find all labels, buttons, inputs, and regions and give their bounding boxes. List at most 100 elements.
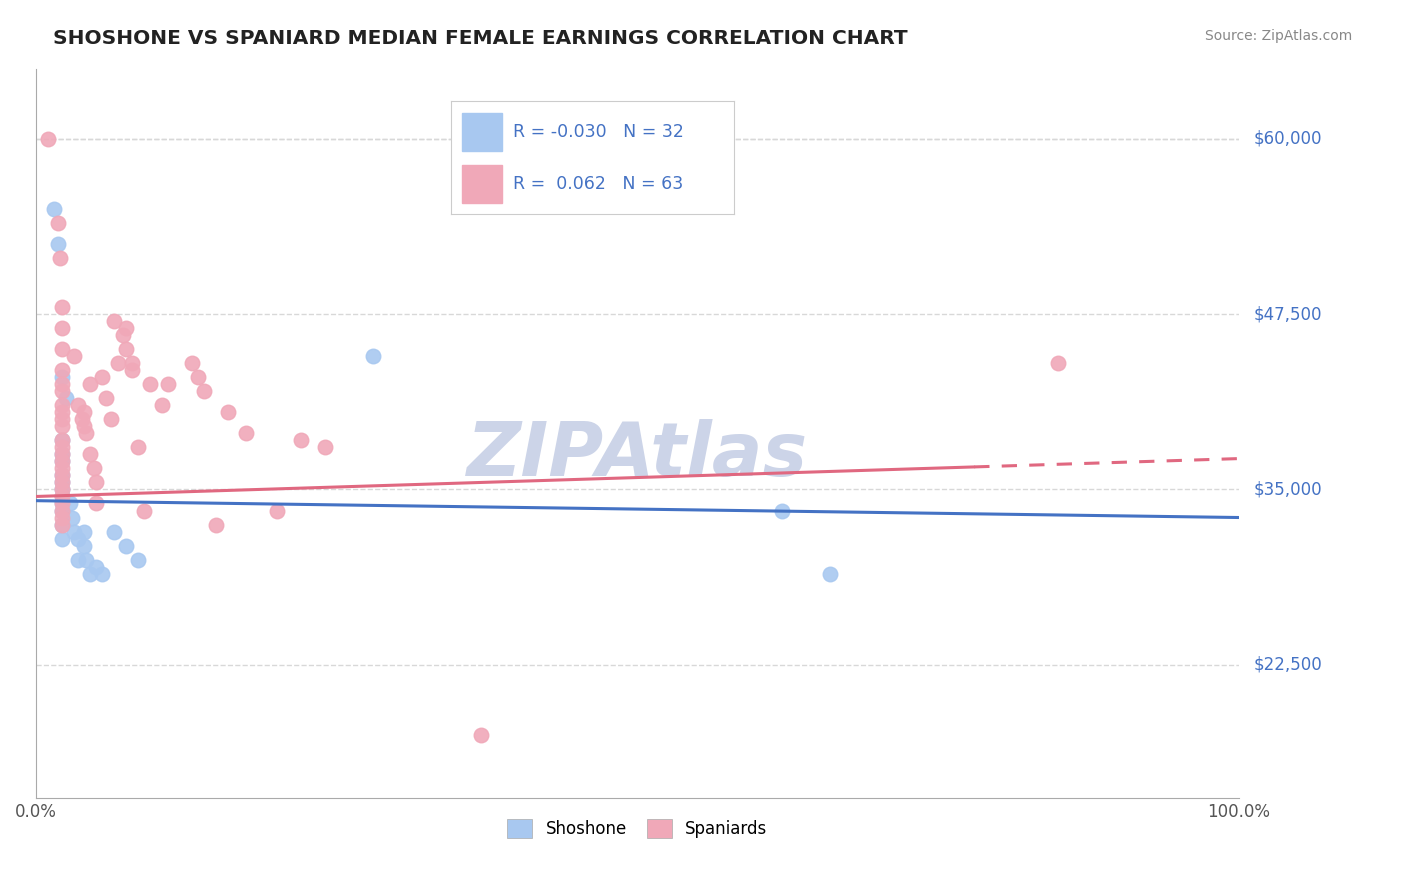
Text: $47,500: $47,500 [1253, 305, 1322, 323]
Point [84, 475, 107, 490]
Point [127, 552, 149, 566]
Point [51, 370, 73, 384]
Point [63, 524, 86, 539]
Point [73, 539, 96, 553]
Point [181, 356, 204, 370]
Point [84, 496, 107, 510]
Point [51, 496, 73, 510]
Point [83, 461, 105, 475]
Point [51, 468, 73, 483]
Point [51, 447, 73, 461]
Point [51, 300, 73, 314]
Point [37, 131, 59, 145]
Point [217, 405, 239, 419]
Point [79, 566, 101, 581]
Point [67, 552, 90, 566]
Point [51, 517, 73, 532]
Point [60, 510, 83, 524]
Point [91, 370, 114, 384]
Point [51, 377, 73, 392]
Point [51, 510, 73, 524]
Point [59, 496, 82, 510]
Point [51, 398, 73, 412]
Point [187, 370, 209, 384]
Point [46, 236, 69, 251]
Point [55, 391, 77, 405]
Point [770, 503, 793, 517]
Point [91, 566, 114, 581]
Text: $35,000: $35,000 [1253, 481, 1322, 499]
Point [42, 202, 65, 216]
Point [51, 490, 73, 504]
Point [51, 454, 73, 468]
Point [51, 490, 73, 504]
Point [107, 356, 129, 370]
Point [84, 559, 107, 574]
Text: $60,000: $60,000 [1253, 129, 1322, 148]
Point [111, 328, 134, 343]
Point [290, 434, 312, 448]
Point [121, 363, 143, 377]
Point [94, 391, 117, 405]
Point [51, 517, 73, 532]
Point [51, 342, 73, 356]
Point [51, 447, 73, 461]
Point [63, 349, 86, 363]
Point [51, 321, 73, 335]
Text: $22,500: $22,500 [1253, 656, 1322, 673]
Point [75, 426, 97, 441]
Point [73, 524, 96, 539]
Point [134, 503, 156, 517]
Point [470, 728, 492, 742]
Point [51, 475, 73, 490]
Point [51, 468, 73, 483]
Point [51, 412, 73, 426]
Point [51, 434, 73, 448]
Point [51, 461, 73, 475]
Point [115, 321, 138, 335]
Point [139, 377, 162, 392]
Point [361, 349, 384, 363]
Point [51, 475, 73, 490]
Point [115, 539, 138, 553]
Text: SHOSHONE VS SPANIARD MEDIAN FEMALE EARNINGS CORRELATION CHART: SHOSHONE VS SPANIARD MEDIAN FEMALE EARNI… [53, 29, 908, 47]
Point [51, 384, 73, 399]
Point [73, 419, 96, 434]
Point [150, 398, 173, 412]
Point [51, 503, 73, 517]
Point [79, 377, 101, 392]
Point [51, 405, 73, 419]
Point [115, 342, 138, 356]
Point [157, 377, 180, 392]
Point [51, 434, 73, 448]
Point [46, 216, 69, 230]
Point [67, 398, 90, 412]
Point [1047, 356, 1070, 370]
Point [205, 517, 228, 532]
Point [51, 363, 73, 377]
Point [51, 532, 73, 546]
Point [70, 412, 93, 426]
Point [127, 441, 149, 455]
Point [103, 524, 125, 539]
Point [73, 405, 96, 419]
Point [51, 419, 73, 434]
Point [79, 447, 101, 461]
Text: ZIPAtlas: ZIPAtlas [467, 418, 808, 491]
Point [75, 552, 97, 566]
Point [51, 441, 73, 455]
Point [51, 454, 73, 468]
Point [266, 503, 288, 517]
Point [193, 384, 215, 399]
Point [51, 483, 73, 497]
Point [51, 503, 73, 517]
Point [67, 532, 90, 546]
Point [103, 314, 125, 328]
Point [51, 496, 73, 510]
Point [818, 566, 841, 581]
Point [100, 412, 122, 426]
Point [121, 356, 143, 370]
Point [314, 441, 336, 455]
Text: Source: ZipAtlas.com: Source: ZipAtlas.com [1205, 29, 1353, 43]
Point [51, 483, 73, 497]
